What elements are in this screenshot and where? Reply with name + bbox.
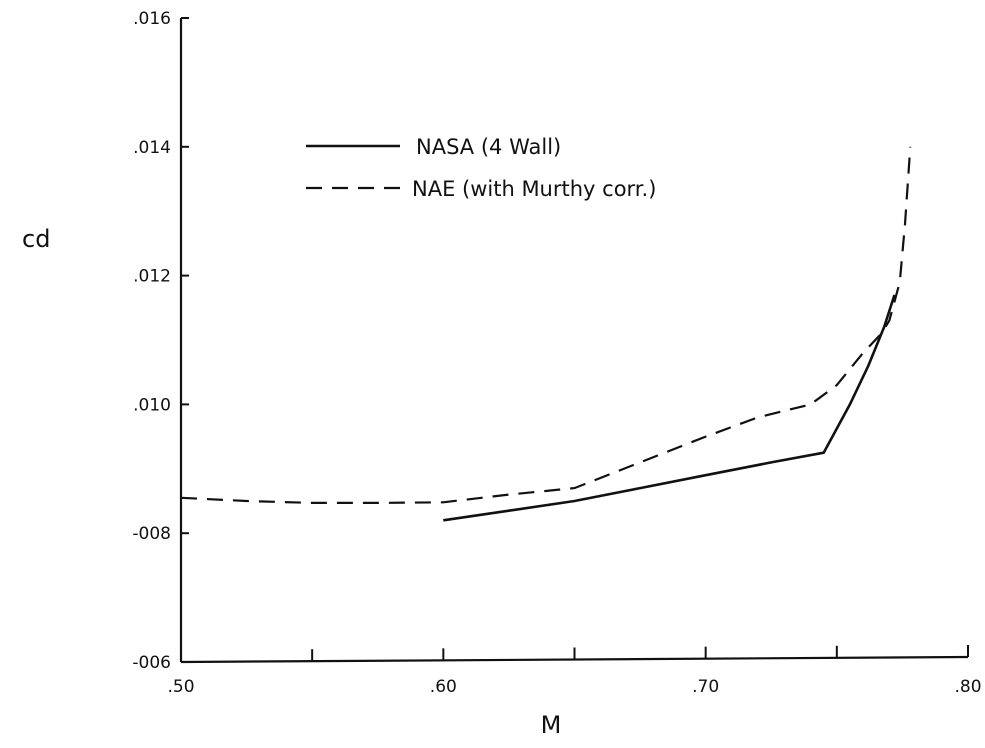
x-axis-label: M: [541, 711, 562, 739]
y-tick-label: .016: [133, 9, 171, 29]
x-tick-label: .60: [430, 677, 457, 697]
x-ticks: .50 .60 .70 .80: [167, 645, 982, 697]
x-tick-label: .70: [692, 677, 719, 697]
axes: [179, 18, 969, 664]
y-tick-label: .012: [133, 267, 171, 287]
y-tick-label: .010: [133, 395, 171, 415]
y-tick-label: -006: [132, 653, 171, 673]
series-nasa-line: [443, 294, 896, 522]
x-tick-label: .80: [954, 677, 981, 697]
y-ticks: -006 -008 .010 .012 .014 .016: [132, 9, 189, 673]
legend-label-nasa: NASA (4 Wall): [416, 135, 561, 159]
series-layer: [180, 146, 912, 522]
legend: NASA (4 Wall) NAE (with Murthy corr.): [306, 135, 656, 201]
x-tick-label: .50: [167, 677, 194, 697]
y-axis-label: cd: [22, 225, 50, 253]
y-tick-label: .014: [133, 138, 171, 158]
y-tick-label: -008: [132, 524, 171, 544]
series-nae-line: [180, 146, 912, 504]
legend-label-nae: NAE (with Murthy corr.): [412, 177, 656, 201]
